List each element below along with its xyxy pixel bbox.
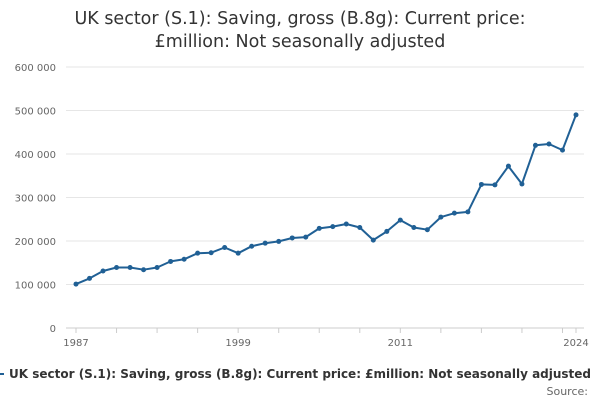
data-point[interactable] xyxy=(492,182,498,188)
legend-label: UK sector (S.1): Saving, gross (B.8g): C… xyxy=(9,367,591,381)
data-point[interactable] xyxy=(384,228,390,234)
data-point[interactable] xyxy=(370,237,376,243)
data-point[interactable] xyxy=(195,250,201,256)
data-point[interactable] xyxy=(262,240,268,246)
data-point[interactable] xyxy=(357,225,363,231)
data-point[interactable] xyxy=(303,234,309,240)
data-point[interactable] xyxy=(478,181,484,187)
data-point[interactable] xyxy=(276,238,282,244)
y-tick-label: 0 xyxy=(50,324,56,335)
y-tick-label: 400 000 xyxy=(15,150,56,161)
y-tick-label: 100 000 xyxy=(15,281,56,292)
data-point[interactable] xyxy=(505,163,511,169)
x-axis: 1987 1999 2011 2024 xyxy=(63,327,589,349)
y-tick-label: 300 000 xyxy=(15,194,56,205)
x-tick-label: 1999 xyxy=(225,338,250,349)
data-point[interactable] xyxy=(343,221,349,227)
data-point[interactable] xyxy=(397,217,403,223)
legend[interactable]: UK sector (S.1): Saving, gross (B.8g): C… xyxy=(0,367,591,381)
data-point[interactable] xyxy=(316,225,322,231)
data-point[interactable] xyxy=(168,258,174,264)
data-point[interactable] xyxy=(573,112,579,118)
chart-title-line-2: £million: Not seasonally adjusted xyxy=(155,32,446,52)
data-point[interactable] xyxy=(465,209,471,215)
data-point[interactable] xyxy=(235,250,241,256)
data-point[interactable] xyxy=(208,250,214,256)
x-tick-label: 1987 xyxy=(63,338,88,349)
source-label: Source: xyxy=(547,385,589,398)
chart-title-line-1: UK sector (S.1): Saving, gross (B.8g): C… xyxy=(74,9,525,29)
data-point[interactable] xyxy=(73,281,79,287)
y-axis-tick-labels: 0 100 000 200 000 300 000 400 000 500 000 600 … xyxy=(15,63,56,335)
data-point[interactable] xyxy=(559,147,565,153)
data-point[interactable] xyxy=(411,225,417,231)
data-point[interactable] xyxy=(100,268,106,274)
data-point[interactable] xyxy=(127,265,133,271)
data-point[interactable] xyxy=(532,142,538,148)
data-point[interactable] xyxy=(546,141,552,147)
x-tick-label: 2011 xyxy=(388,338,413,349)
y-tick-label: 200 000 xyxy=(15,237,56,248)
data-point[interactable] xyxy=(289,235,295,241)
data-point[interactable] xyxy=(249,243,255,249)
data-point[interactable] xyxy=(141,267,147,273)
data-point[interactable] xyxy=(451,210,457,216)
data-point[interactable] xyxy=(519,181,525,187)
data-point[interactable] xyxy=(424,227,430,233)
data-point[interactable] xyxy=(181,256,187,262)
series-layer xyxy=(73,112,579,287)
series-line xyxy=(75,114,577,286)
data-point[interactable] xyxy=(438,214,444,220)
data-point[interactable] xyxy=(330,224,336,230)
y-tick-label: 600 000 xyxy=(15,63,56,74)
data-point[interactable] xyxy=(222,245,228,251)
data-point[interactable] xyxy=(87,275,93,281)
data-point[interactable] xyxy=(114,265,120,271)
y-tick-label: 500 000 xyxy=(15,107,56,118)
x-tick-label: 2024 xyxy=(563,338,588,349)
data-point[interactable] xyxy=(154,265,160,271)
gridlines xyxy=(66,66,584,329)
